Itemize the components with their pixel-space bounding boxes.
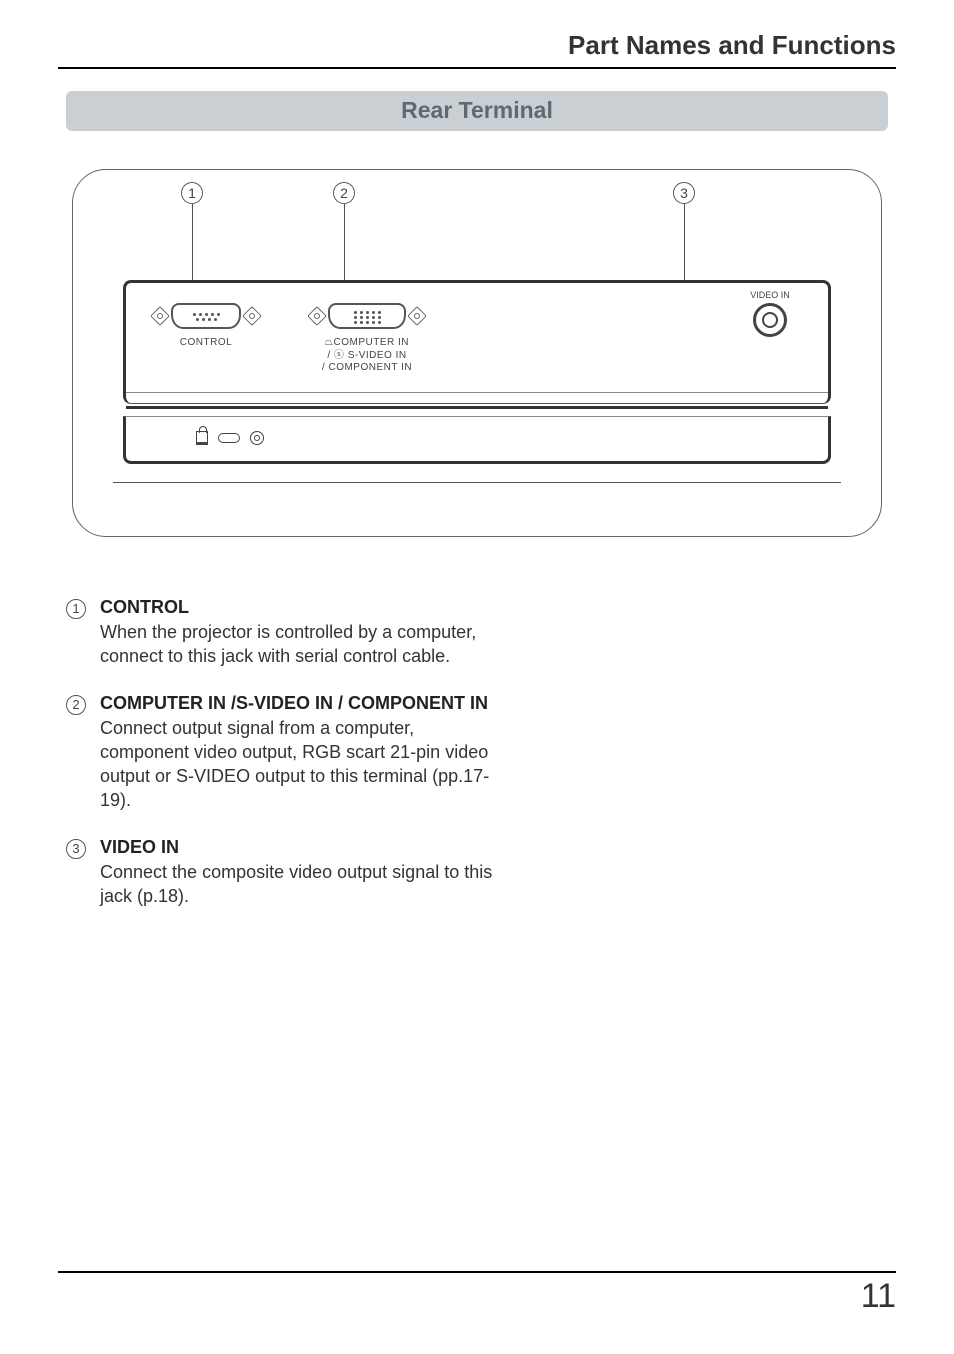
- desc-num: 3: [66, 839, 86, 859]
- desc-title: COMPUTER IN /S-VIDEO IN / COMPONENT IN: [100, 693, 496, 714]
- section-title: Rear Terminal: [66, 91, 888, 131]
- callout-line-3: [684, 204, 685, 280]
- callout-3: 3: [673, 182, 695, 204]
- callout-line-2: [344, 204, 345, 280]
- desc-num: 1: [66, 599, 86, 619]
- db15-shell: [328, 303, 406, 329]
- computer-in-label: ⏢COMPUTER IN / ⓢ S-VIDEO IN / COMPONENT …: [292, 337, 442, 375]
- callout-2: 2: [333, 182, 355, 204]
- video-in-port: VIDEO IN: [738, 291, 802, 337]
- panel-divider: [126, 392, 828, 393]
- baseline: [113, 482, 841, 483]
- panel-bottom: [126, 406, 828, 409]
- rear-terminal-diagram: 1 2 3 CONTROL: [72, 169, 882, 537]
- lower-strip: [123, 416, 831, 464]
- hexnut-icon: [307, 306, 327, 326]
- lock-icon: [196, 431, 208, 445]
- descriptions-list: 1 CONTROL When the projector is controll…: [66, 597, 496, 908]
- hexnut-icon: [242, 306, 262, 326]
- callout-1: 1: [181, 182, 203, 204]
- callout-line-1: [192, 204, 193, 280]
- desc-item-video-in: 3 VIDEO IN Connect the composite video o…: [66, 837, 496, 909]
- desc-num: 2: [66, 695, 86, 715]
- hexnut-icon: [150, 306, 170, 326]
- db9-shell: [171, 303, 241, 329]
- control-port: CONTROL: [144, 303, 268, 350]
- slot-icon: [218, 433, 240, 443]
- desc-item-computer-in: 2 COMPUTER IN /S-VIDEO IN / COMPONENT IN…: [66, 693, 496, 813]
- computer-in-port: ⏢COMPUTER IN / ⓢ S-VIDEO IN / COMPONENT …: [292, 303, 442, 375]
- desc-title: VIDEO IN: [100, 837, 496, 858]
- control-label: CONTROL: [144, 337, 268, 350]
- page-header: Part Names and Functions: [58, 30, 896, 69]
- small-circle-icon: [250, 431, 264, 445]
- terminal-panel: CONTROL ⏢COMPUTER IN / ⓢ S-VIDEO IN / CO…: [123, 280, 831, 404]
- desc-body: When the projector is controlled by a co…: [100, 620, 496, 669]
- hexnut-icon: [407, 306, 427, 326]
- rca-jack-icon: [753, 303, 787, 337]
- desc-body: Connect the composite video output signa…: [100, 860, 496, 909]
- desc-title: CONTROL: [100, 597, 496, 618]
- video-in-label: VIDEO IN: [738, 291, 802, 300]
- desc-item-control: 1 CONTROL When the projector is controll…: [66, 597, 496, 669]
- desc-body: Connect output signal from a computer, c…: [100, 716, 496, 813]
- page-number: 11: [58, 1271, 896, 1316]
- kensington-row: [196, 431, 264, 445]
